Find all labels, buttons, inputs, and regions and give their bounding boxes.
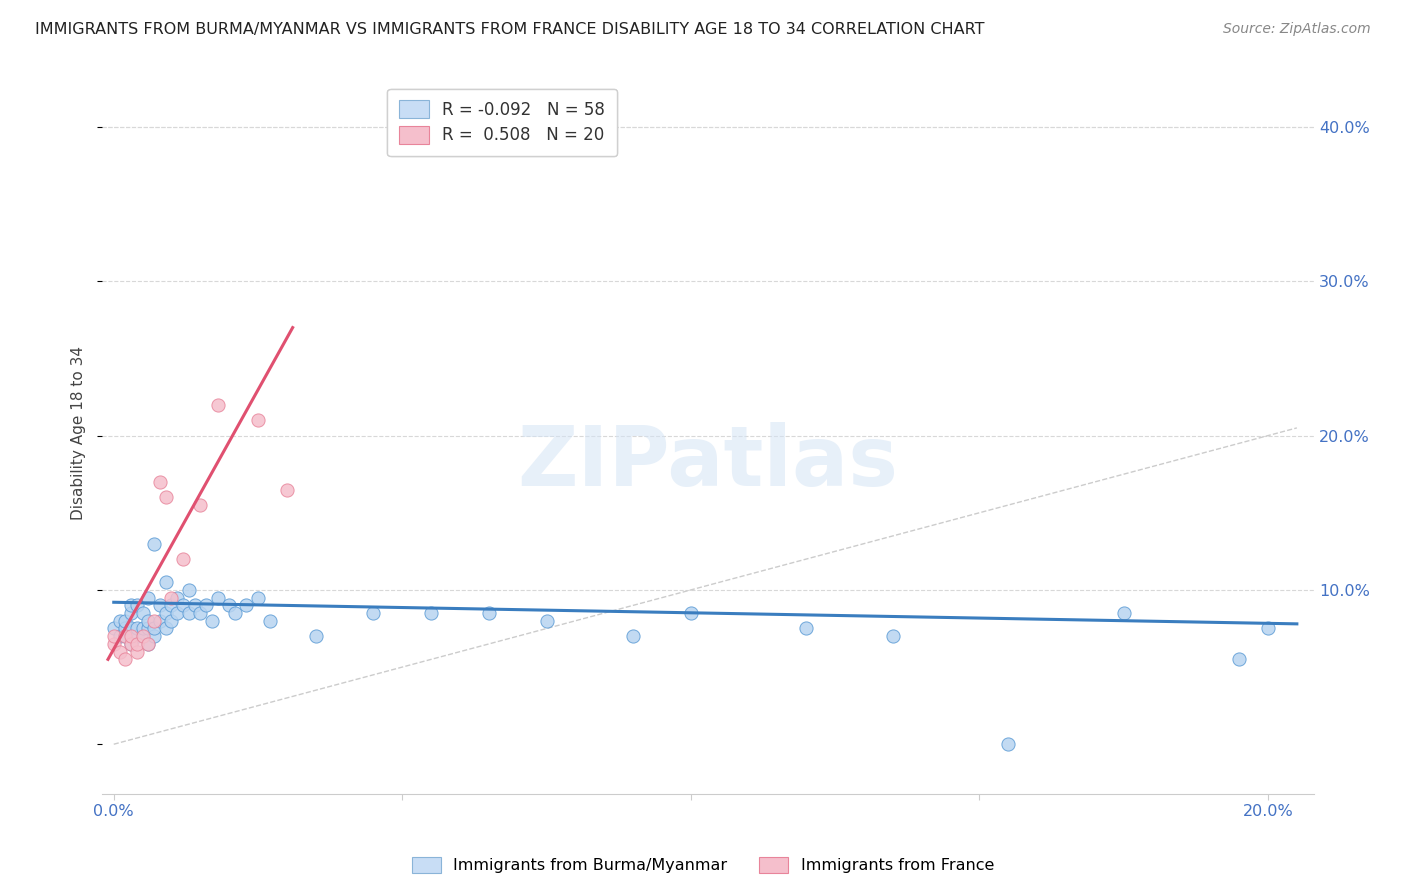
Point <box>882 629 904 643</box>
Point <box>235 599 257 613</box>
Point <box>259 614 281 628</box>
Point <box>125 629 148 643</box>
Point <box>131 629 153 643</box>
Point <box>114 614 136 628</box>
Point <box>155 491 177 505</box>
Point <box>125 622 148 636</box>
Point <box>155 622 177 636</box>
Point <box>108 629 131 643</box>
Point <box>276 483 298 497</box>
Point <box>172 599 194 613</box>
Point <box>218 599 240 613</box>
Point <box>120 637 142 651</box>
Point <box>143 629 166 643</box>
Point <box>478 606 501 620</box>
Point <box>188 606 211 620</box>
Point <box>207 591 229 605</box>
Point <box>108 645 131 659</box>
Point <box>166 606 188 620</box>
Point <box>188 498 211 512</box>
Point <box>125 637 148 651</box>
Point <box>160 599 183 613</box>
Legend: R = -0.092   N = 58, R =  0.508   N = 20: R = -0.092 N = 58, R = 0.508 N = 20 <box>388 88 617 156</box>
Point <box>201 614 224 628</box>
Point <box>155 606 177 620</box>
Point <box>305 629 328 643</box>
Point <box>149 614 172 628</box>
Point <box>363 606 385 620</box>
Point <box>120 599 142 613</box>
Point <box>149 599 172 613</box>
Point <box>103 637 125 651</box>
Point <box>138 614 160 628</box>
Point <box>120 629 142 643</box>
Point <box>420 606 443 620</box>
Point <box>120 606 142 620</box>
Point <box>160 591 183 605</box>
Point <box>247 413 270 427</box>
Point <box>143 536 166 550</box>
Point <box>138 637 160 651</box>
Point <box>125 645 148 659</box>
Point <box>103 622 125 636</box>
Point <box>155 575 177 590</box>
Point <box>247 591 270 605</box>
Point <box>679 606 702 620</box>
Text: IMMIGRANTS FROM BURMA/MYANMAR VS IMMIGRANTS FROM FRANCE DISABILITY AGE 18 TO 34 : IMMIGRANTS FROM BURMA/MYANMAR VS IMMIGRA… <box>35 22 984 37</box>
Point <box>621 629 644 643</box>
Point <box>131 622 153 636</box>
Point <box>131 606 153 620</box>
Point <box>143 622 166 636</box>
Point <box>125 599 148 613</box>
Point <box>149 475 172 489</box>
Point <box>207 398 229 412</box>
Text: Source: ZipAtlas.com: Source: ZipAtlas.com <box>1223 22 1371 37</box>
Point <box>224 606 246 620</box>
Point <box>120 622 142 636</box>
Point <box>1227 652 1250 666</box>
Point <box>177 606 200 620</box>
Point <box>177 582 200 597</box>
Point <box>183 599 205 613</box>
Point <box>536 614 558 628</box>
Point <box>1112 606 1135 620</box>
Point <box>138 622 160 636</box>
Point <box>997 737 1019 751</box>
Point <box>195 599 218 613</box>
Point <box>131 629 153 643</box>
Point <box>103 629 125 643</box>
Point <box>120 637 142 651</box>
Point <box>143 614 166 628</box>
Text: ZIPatlas: ZIPatlas <box>517 422 898 502</box>
Point <box>108 614 131 628</box>
Point <box>138 591 160 605</box>
Point <box>172 552 194 566</box>
Y-axis label: Disability Age 18 to 34: Disability Age 18 to 34 <box>72 346 86 520</box>
Point <box>114 629 136 643</box>
Point <box>138 637 160 651</box>
Point <box>166 591 188 605</box>
Point <box>114 652 136 666</box>
Point <box>114 622 136 636</box>
Point <box>1257 622 1279 636</box>
Point <box>794 622 817 636</box>
Point <box>160 614 183 628</box>
Legend: Immigrants from Burma/Myanmar, Immigrants from France: Immigrants from Burma/Myanmar, Immigrant… <box>405 850 1001 880</box>
Point <box>114 629 136 643</box>
